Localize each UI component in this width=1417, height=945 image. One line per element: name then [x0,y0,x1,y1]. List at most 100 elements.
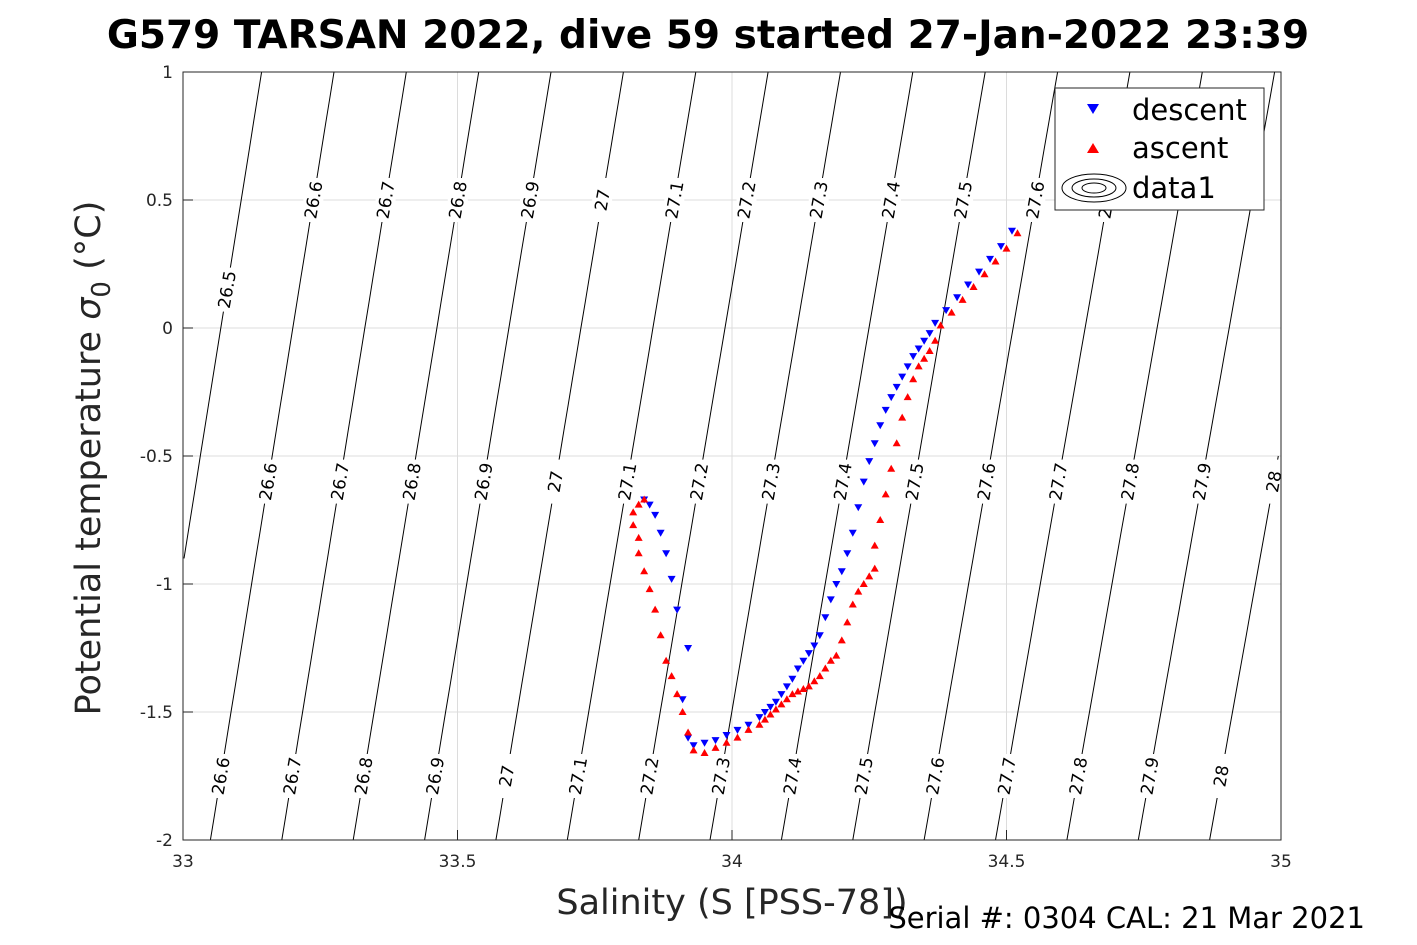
y-tick-label: -1.5 [140,703,173,723]
legend-descent-marker [1087,104,1099,114]
descent-marker [782,683,791,691]
contour-label-bg [953,178,974,222]
ascent-marker [865,572,874,580]
ascent-marker [777,700,786,708]
legend-ascent-marker [1087,143,1099,153]
descent-marker [914,345,923,353]
ascent-marker [629,508,638,516]
chart-title: G579 TARSAN 2022, dive 59 started 27-Jan… [107,13,1309,58]
x-tick-label: 33.5 [439,852,477,872]
ascent-marker [640,567,649,575]
ascent-marker [678,708,687,715]
ascent-marker [876,516,885,523]
ascent-marker [804,682,813,690]
contour-label-bg [1263,459,1284,504]
ascent-series [629,229,1022,756]
y-axis-ticks: -2 -1.5 -1 -0.5 0 0.5 1 [140,63,193,851]
descent-marker [684,645,693,652]
ascent-marker [722,738,731,746]
ascent-marker [980,270,989,278]
legend-data1-label: data1 [1132,171,1216,205]
contour-label-bg [447,178,468,222]
contour-label-bg [1139,754,1160,798]
descent-marker [942,307,951,315]
y-axis-label: Potential temperature σ0 (°C) [69,201,117,716]
ascent-marker [700,748,709,756]
descent-marker [837,568,846,576]
ascent-marker [969,283,978,291]
descent-marker [964,281,973,289]
contour-label-bg [1048,459,1069,504]
ascent-marker [947,308,956,316]
descent-marker [777,691,786,699]
descent-marker [953,294,962,302]
ascent-marker [673,690,682,698]
ascent-marker [914,362,923,370]
ascent-marker [826,656,835,664]
ascent-marker [870,564,879,572]
descent-marker [997,243,1006,251]
descent-marker [755,714,764,722]
contour-label-bg [519,178,540,222]
contour-label: 27 [496,764,519,789]
legend-contour-marker [1061,173,1127,203]
descent-marker [887,394,896,402]
ascent-marker [651,605,660,613]
ascent-marker [782,695,791,703]
contour-label-bg [216,267,237,312]
contour-label-bg [473,459,494,504]
ascent-marker [848,600,857,608]
descent-marker [843,550,852,558]
x-tick-label: 34 [721,852,743,872]
ascent-marker [684,728,693,736]
descent-marker [651,511,660,519]
ascent-marker [925,347,934,355]
ascent-marker [771,705,780,713]
descent-series [640,227,1016,750]
contour-label-bg [760,459,781,504]
isopycnal-line [183,71,263,559]
descent-marker [881,406,890,414]
ascent-marker [689,746,698,754]
contour-label-bg [545,459,566,504]
contour-label-bg [880,178,901,222]
contour-label-bg [303,178,324,222]
contour-label-bg [375,178,396,222]
x-axis-label: Salinity (S [PSS-78]) [556,883,907,923]
contour-label-bg [401,459,422,504]
legend: descent ascent data1 [1054,87,1265,211]
ascent-marker [810,677,819,685]
descent-marker [804,650,813,658]
descent-marker [700,739,709,747]
contour-label: 27 [591,188,614,213]
descent-marker [678,696,687,704]
descent-marker [788,675,797,683]
contour-label-bg [639,754,660,798]
contour-label-bg [925,754,946,798]
descent-marker [854,504,863,512]
ascent-marker [788,690,797,698]
ascent-marker [832,651,841,659]
y-axis-label-main: Potential temperature [69,331,109,715]
ascent-marker [634,549,643,557]
ascent-marker [903,393,912,401]
descent-marker [684,734,693,742]
y-tick-label: -0.5 [140,447,173,467]
descent-marker [909,353,918,361]
descent-marker [656,529,665,537]
ascent-marker [843,618,852,626]
x-tick-label: 35 [1270,852,1292,872]
contour-label: 28 [1210,764,1233,789]
ascent-marker [645,585,654,593]
ascent-marker [881,490,890,498]
contour-label-bg [1211,754,1232,798]
contour-label-bg [617,459,638,504]
descent-marker [870,440,879,448]
ascent-marker [887,464,896,472]
descent-marker [810,642,819,650]
density-contour-labels: 26.6 26.7 26.8 26.9 27 27.1 27.2 27.3 27.4 27.5 27… [209,178,1286,798]
descent-marker [673,606,682,614]
ascent-marker [936,321,945,329]
ascent-marker [909,375,918,383]
contour-label-bg [592,178,613,222]
